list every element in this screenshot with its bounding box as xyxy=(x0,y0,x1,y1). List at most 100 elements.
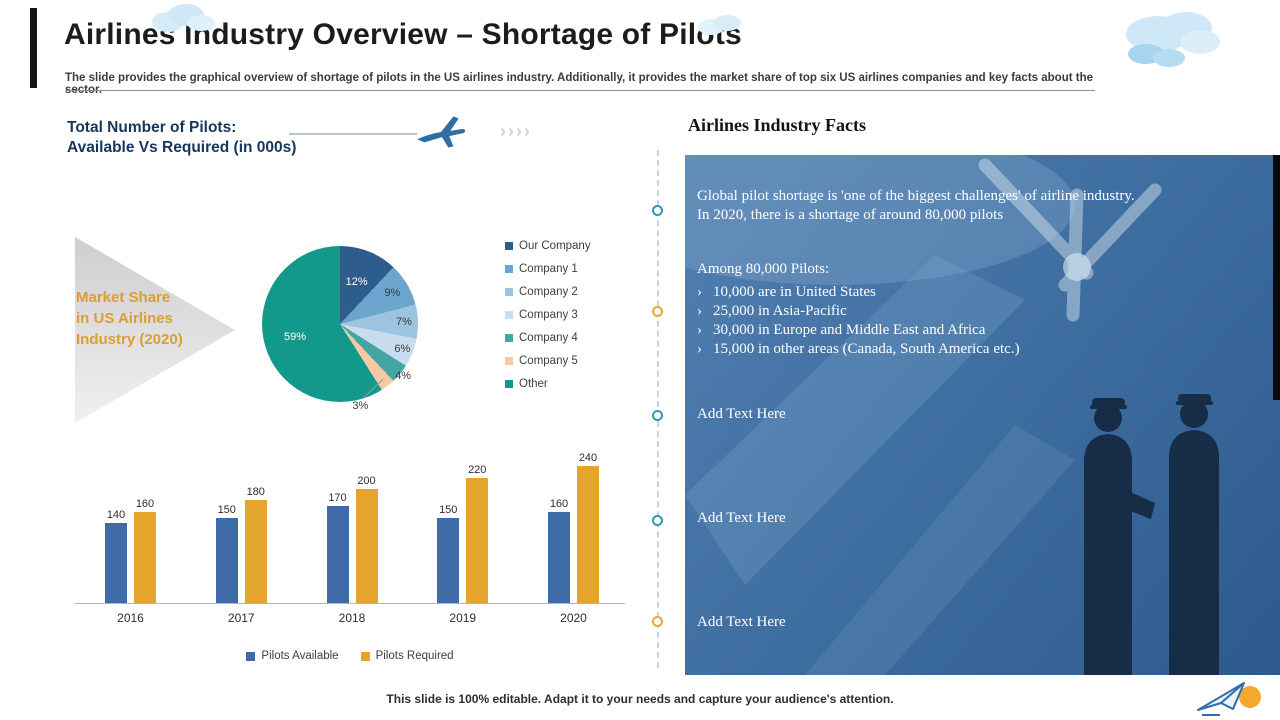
fact-bullet-text: 25,000 in Asia-Pacific xyxy=(713,303,847,319)
chevron-right-icons: ›››› xyxy=(500,121,532,141)
bar-pair: 150 180 xyxy=(215,448,267,603)
fact-bullet: › 25,000 in Asia-Pacific xyxy=(697,302,1262,321)
legend-item: Company 4 xyxy=(505,332,591,344)
bar-column: 240 xyxy=(577,452,599,603)
legend-item: Company 1 xyxy=(505,263,591,275)
bar-x-label: 2020 xyxy=(560,611,587,625)
bar-value-label: 150 xyxy=(439,504,458,516)
bar-group: 170 200 2018 xyxy=(326,448,378,625)
bar-value-label: 160 xyxy=(135,498,155,510)
legend-swatch xyxy=(505,357,513,365)
legend-label: Company 2 xyxy=(519,286,578,298)
pie-slice-label: 4% xyxy=(395,370,412,383)
footer-note: This slide is 100% editable. Adapt it to… xyxy=(386,692,894,706)
legend-item: Pilots Required xyxy=(360,650,454,662)
legend-item: Company 5 xyxy=(505,355,591,367)
legend-item: Other xyxy=(505,378,591,390)
bullet-marker: › xyxy=(697,322,702,338)
facts-heading: Airlines Industry Facts xyxy=(688,115,867,135)
bar-x-label: 2016 xyxy=(117,611,144,625)
divider-node xyxy=(652,410,663,421)
legend-swatch xyxy=(360,651,370,661)
pie-slice-label: 6% xyxy=(394,342,411,355)
pie-slice-label: 3% xyxy=(352,399,369,412)
bar-group: 160 240 2020 xyxy=(548,448,599,625)
pie-slice-label: 9% xyxy=(384,287,401,300)
market-share-label-line1: Market Share xyxy=(76,289,171,306)
legend-label: Pilots Available xyxy=(261,650,339,662)
legend-swatch xyxy=(246,651,256,661)
bar-pair: 150 220 xyxy=(437,448,489,603)
bar-group: 150 180 2017 xyxy=(215,448,267,625)
bullet-marker: › xyxy=(697,284,702,300)
legend-swatch xyxy=(505,311,513,319)
bar-value-label: 220 xyxy=(468,464,487,476)
divider-node xyxy=(652,205,663,216)
bar xyxy=(437,518,460,603)
add-text-placeholder-1[interactable]: Add Text Here xyxy=(697,406,786,422)
market-share-label: Market Share in US Airlines Industry (20… xyxy=(76,287,183,350)
facts-panel: Global pilot shortage is 'one of the big… xyxy=(685,155,1280,675)
bar xyxy=(355,489,378,603)
legend-label: Company 4 xyxy=(519,332,578,344)
legend-label: Company 1 xyxy=(519,263,578,275)
bar xyxy=(134,512,156,603)
legend-item: Our Company xyxy=(505,240,591,252)
bar xyxy=(577,466,599,603)
cloud-icon xyxy=(698,15,741,35)
divider-node xyxy=(652,306,663,317)
bar xyxy=(215,518,238,603)
add-text-placeholder-3[interactable]: Add Text Here xyxy=(697,614,786,630)
fact-bullet-text: 15,000 in other areas (Canada, South Ame… xyxy=(713,341,1020,357)
market-share-label-line3: Industry (2020) xyxy=(76,331,183,348)
divider-node xyxy=(652,515,663,526)
bar xyxy=(326,506,349,603)
legend-label: Our Company xyxy=(519,240,591,252)
bar xyxy=(244,500,267,603)
bar-legend: Pilots Available Pilots Required xyxy=(75,650,625,662)
bar-value-label: 180 xyxy=(246,486,265,498)
decor-line xyxy=(289,133,417,135)
pie-slice-label: 12% xyxy=(345,275,368,288)
bar-group: 150 220 2019 xyxy=(437,448,489,625)
pie-slice-label: 7% xyxy=(395,315,412,328)
facts-paragraph: Global pilot shortage is 'one of the big… xyxy=(697,187,1262,225)
legend-label: Company 5 xyxy=(519,355,578,367)
add-text-placeholder-2[interactable]: Add Text Here xyxy=(697,510,786,526)
legend-label: Company 3 xyxy=(519,309,578,321)
airplane-icon xyxy=(417,116,466,148)
bar-column: 220 xyxy=(466,464,489,603)
bar-column: 160 xyxy=(134,498,156,603)
bar-column: 140 xyxy=(105,509,127,603)
bar-group: 140 160 2016 xyxy=(105,448,156,625)
fact-bullet: › 10,000 are in United States xyxy=(697,283,1262,302)
bar-value-label: 240 xyxy=(578,452,598,464)
bar-value-label: 170 xyxy=(328,492,347,504)
bar xyxy=(466,478,489,603)
bar-axis-line xyxy=(75,603,625,604)
facts-paragraph-line1: Global pilot shortage is 'one of the big… xyxy=(697,188,1135,204)
legend-item: Company 3 xyxy=(505,309,591,321)
bar-x-label: 2017 xyxy=(227,611,255,625)
paper-plane-icon xyxy=(1197,682,1261,716)
bar-chart-heading-line1: Total Number of Pilots: xyxy=(67,119,237,136)
bullet-marker: › xyxy=(697,303,702,319)
bar-column: 180 xyxy=(244,486,267,603)
pilot-silhouettes xyxy=(1084,394,1219,675)
slide-subtitle: The slide provides the graphical overvie… xyxy=(65,72,1093,96)
bar-x-label: 2018 xyxy=(338,611,366,625)
bar-groups: 140 160 2016 150 180 2017 170 200 2018 150 220 2019… xyxy=(75,448,625,625)
pie-slice-label: 59% xyxy=(284,331,307,344)
bar-pair: 160 240 xyxy=(548,448,599,603)
legend-swatch xyxy=(505,380,513,388)
facts-bullets: › 10,000 are in United States › 25,000 in A… xyxy=(697,283,1262,359)
bar-chart-heading-line2: Available Vs Required (in 000s) xyxy=(67,139,297,156)
bar-value-label: 200 xyxy=(357,475,376,487)
legend-label: Other xyxy=(519,378,548,390)
fact-bullet-text: 30,000 in Europe and Middle East and Afr… xyxy=(713,322,986,338)
bar-pair: 140 160 xyxy=(105,448,156,603)
cloud-icon xyxy=(1126,12,1220,67)
bar-value-label: 150 xyxy=(217,504,236,516)
bullet-marker: › xyxy=(697,341,702,357)
bar-column: 200 xyxy=(355,475,378,603)
